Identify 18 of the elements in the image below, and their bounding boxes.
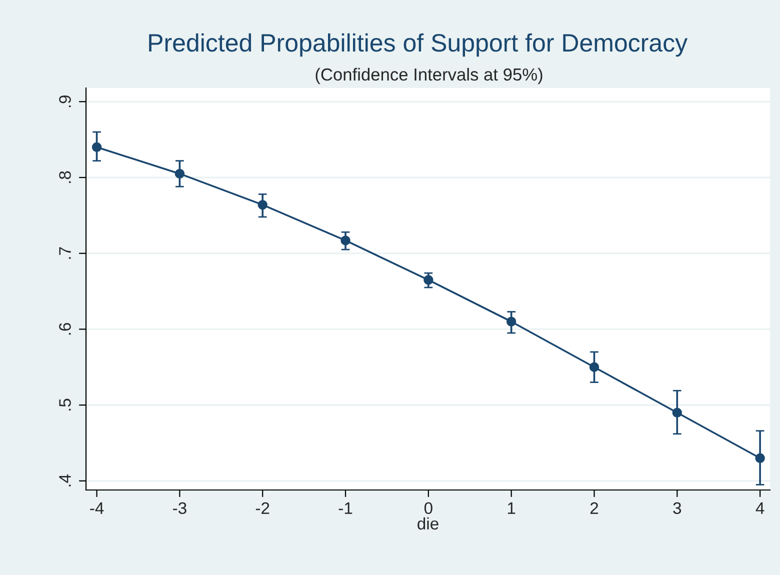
x-tick-label: -3	[173, 502, 186, 514]
y-tick-label: .5	[59, 398, 71, 410]
chart-title: Predicted Propabilities of Support for Democracy	[149, 33, 688, 57]
chart-subtitle: (Confidence Intervals at 95%)	[316, 68, 542, 84]
x-tick-label: -4	[90, 502, 104, 514]
x-tick-label: 2	[590, 502, 598, 514]
y-tick-label: .9	[59, 95, 71, 108]
y-tick-label: .7	[59, 247, 71, 259]
x-tick-label: 0	[424, 502, 432, 514]
x-tick-label: 3	[673, 502, 682, 514]
y-tick-label: .8	[59, 171, 71, 183]
x-tick-label: -1	[338, 502, 352, 514]
x-tick-label: 4	[756, 502, 764, 514]
y-tick-label: .6	[59, 322, 71, 335]
x-tick-label: -2	[256, 502, 270, 514]
y-tick-label: .4	[59, 474, 71, 486]
x-tick-label: 1	[508, 502, 516, 514]
x-axis-title: die	[418, 517, 438, 530]
